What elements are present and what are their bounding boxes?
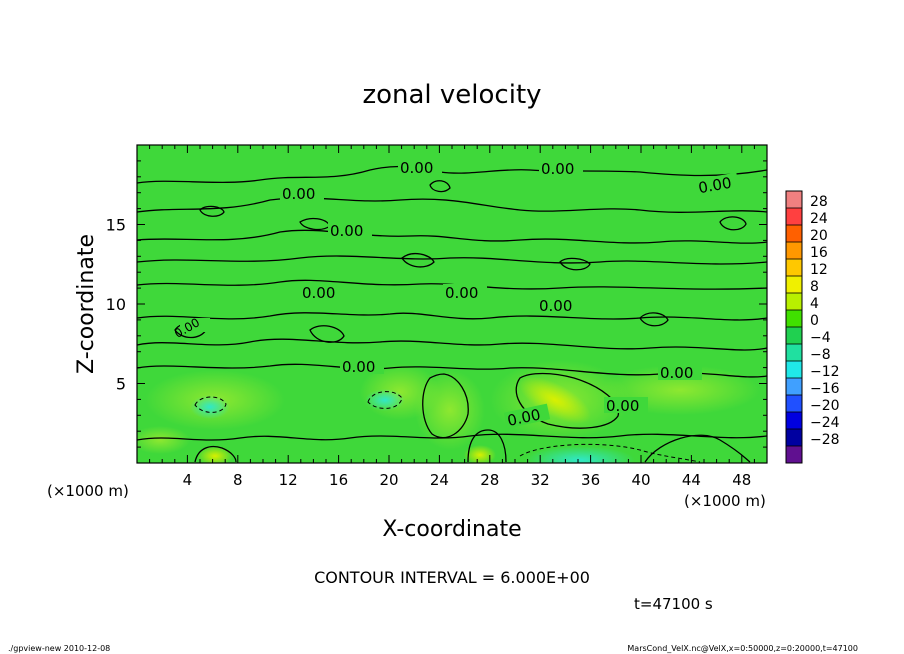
colorbar-segment (786, 242, 802, 260)
contour-interval-text: CONTOUR INTERVAL = 6.000E+00 (314, 568, 590, 587)
colorbar-label: 8 (810, 279, 819, 295)
colorbar-label: 4 (810, 296, 819, 312)
plot-area: 0.00 0.00 0.00 0.00 0.00 0.00 0.00 0.00 … (137, 145, 767, 463)
colorbar-segment (786, 361, 802, 379)
colorbar-label: −16 (810, 381, 840, 397)
colorbar-segment (786, 276, 802, 294)
contour-label: 0.00 (541, 160, 574, 178)
colorbar-label: 28 (810, 194, 828, 210)
colorbar-label: 24 (810, 211, 828, 227)
x-tick-label: 4 (183, 471, 193, 489)
colorbar-segment (786, 446, 802, 464)
time-text: t=47100 s (634, 595, 713, 613)
x-tick-label: 28 (480, 471, 499, 489)
contour-label: 0.00 (697, 174, 733, 198)
colorbar-segment (786, 378, 802, 396)
colorbar-segment (786, 412, 802, 430)
footer-left: ./gpview-new 2010-12-08 (8, 644, 110, 653)
y-tick-label: 15 (106, 216, 126, 235)
colorbar-segment (786, 191, 802, 209)
contour-label: 0.00 (660, 364, 693, 382)
colorbar-segment (786, 225, 802, 243)
colorbar-label: −4 (810, 330, 831, 346)
x-tick-label: 20 (379, 471, 398, 489)
colorbar-segment (786, 293, 802, 311)
shading-patches (137, 360, 760, 463)
colorbar-segment (786, 208, 802, 226)
x-tick-label: 40 (631, 471, 650, 489)
x-unit-note: (×1000 m) (47, 482, 129, 500)
contour-label: 0.00 (400, 159, 433, 177)
colorbar-segment (786, 429, 802, 447)
colorbar-label: −8 (810, 347, 831, 363)
colorbar-label: 20 (810, 228, 828, 244)
y-tick-label: 5 (116, 375, 126, 394)
colorbar-label: −24 (810, 415, 840, 431)
x-tick-label: 12 (279, 471, 298, 489)
colorbar-label: −12 (810, 364, 840, 380)
colorbar-label: 0 (810, 313, 819, 329)
contour-label: 0.00 (342, 358, 375, 376)
x-unit-note-right: (×1000 m) (684, 492, 766, 510)
y-axis: 5 10 15 (106, 160, 767, 448)
colorbar-segment (786, 327, 802, 345)
y-tick-label: 10 (106, 295, 126, 314)
colorbar-label: 16 (810, 245, 828, 261)
colorbar-segment (786, 344, 802, 362)
colorbar-label: −28 (810, 432, 840, 448)
x-tick-label: 48 (732, 471, 751, 489)
colorbar-segment (786, 310, 802, 328)
colorbar-segment (786, 395, 802, 413)
x-tick-label: 8 (233, 471, 243, 489)
colorbar-label: 12 (810, 262, 828, 278)
x-tick-label: 36 (581, 471, 600, 489)
chart-title: zonal velocity (362, 80, 541, 110)
contour-label: 0.00 (606, 397, 639, 415)
contour-label: 0.00 (330, 222, 363, 240)
x-tick-label: 24 (430, 471, 449, 489)
negative-contours (194, 391, 701, 463)
colorbar-segment (786, 259, 802, 277)
x-tick-label: 16 (329, 471, 348, 489)
contour-label: 0.00 (445, 284, 478, 302)
contour-label: 0.00 (539, 297, 572, 315)
x-tick-label: 44 (682, 471, 701, 489)
y-axis-label: Z-coordinate (74, 234, 99, 374)
footer-right: MarsCond_VelX.nc@VelX,x=0:50000,z=0:2000… (627, 644, 858, 653)
x-axis: 4 8 12 16 20 24 28 32 36 40 44 48 (149, 145, 755, 489)
x-tick-label: 32 (531, 471, 550, 489)
contour-label: 0.00 (302, 284, 335, 302)
colorbar-label: −20 (810, 398, 840, 414)
contour-label: 0.00 (282, 185, 315, 203)
x-axis-label: X-coordinate (382, 517, 521, 542)
